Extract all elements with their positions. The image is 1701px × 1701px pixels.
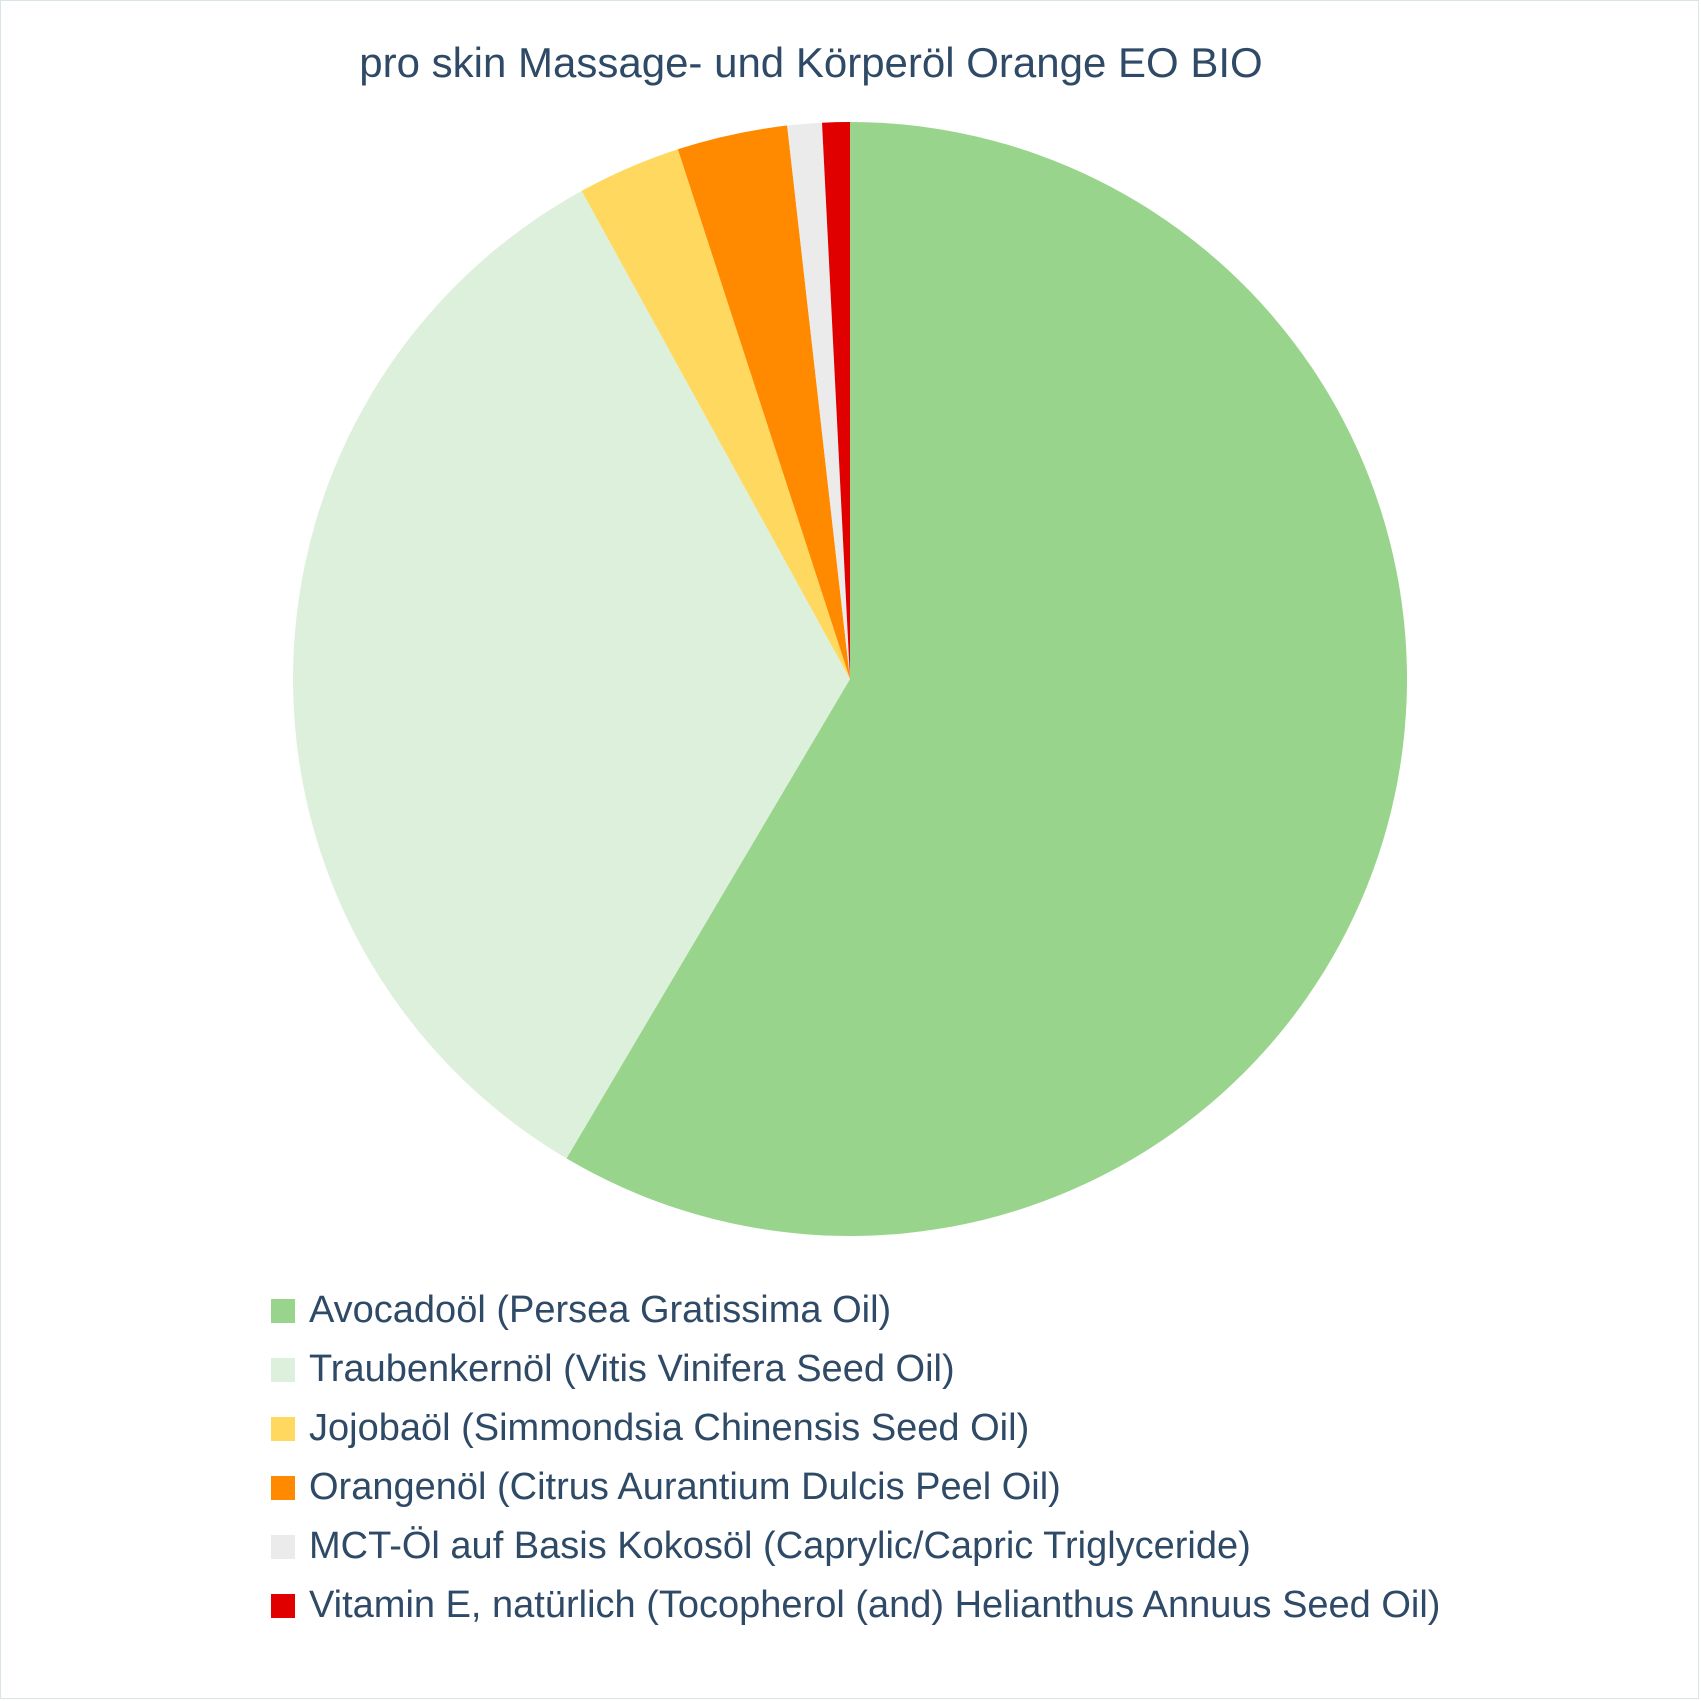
pie-slice-3 [581,149,850,679]
legend-item-2: Traubenkernöl (Vitis Vinifera Seed Oil) [271,1340,1440,1399]
legend-label: Orangenöl (Citrus Aurantium Dulcis Peel … [309,1466,1061,1508]
legend-item-4: Orangenöl (Citrus Aurantium Dulcis Peel … [271,1458,1440,1517]
legend: Avocadoöl (Persea Gratissima Oil) Trauben… [271,1281,1440,1635]
legend-label: Traubenkernöl (Vitis Vinifera Seed Oil) [309,1348,955,1390]
pie-slice-5 [787,122,850,680]
legend-swatch [271,1534,295,1559]
pie-slice-2 [293,190,850,1159]
chart-title: pro skin Massage- und Körperöl Orange EO… [359,39,1263,86]
pie-slice-6 [822,122,850,679]
legend-swatch [271,1298,295,1323]
legend-item-6: Vitamin E, natürlich (Tocopherol (and) H… [271,1576,1440,1635]
pie-slice-4 [677,125,850,680]
legend-label: Vitamin E, natürlich (Tocopherol (and) H… [309,1584,1441,1626]
legend-item-5: MCT-Öl auf Basis Kokosöl (Caprylic/Capri… [271,1517,1440,1576]
legend-label: Jojobaöl (Simmondsia Chinensis Seed Oil) [309,1407,1030,1449]
pie-slice-1 [566,122,1407,1236]
legend-swatch [271,1357,295,1382]
pie-chart [293,122,1407,1236]
legend-swatch [271,1416,295,1441]
legend-swatch [271,1593,295,1618]
legend-item-1: Avocadoöl (Persea Gratissima Oil) [271,1281,1440,1340]
legend-item-3: Jojobaöl (Simmondsia Chinensis Seed Oil) [271,1399,1440,1458]
legend-swatch [271,1475,295,1500]
legend-label: Avocadoöl (Persea Gratissima Oil) [309,1289,892,1331]
legend-label: MCT-Öl auf Basis Kokosöl (Caprylic/Capri… [309,1525,1251,1567]
